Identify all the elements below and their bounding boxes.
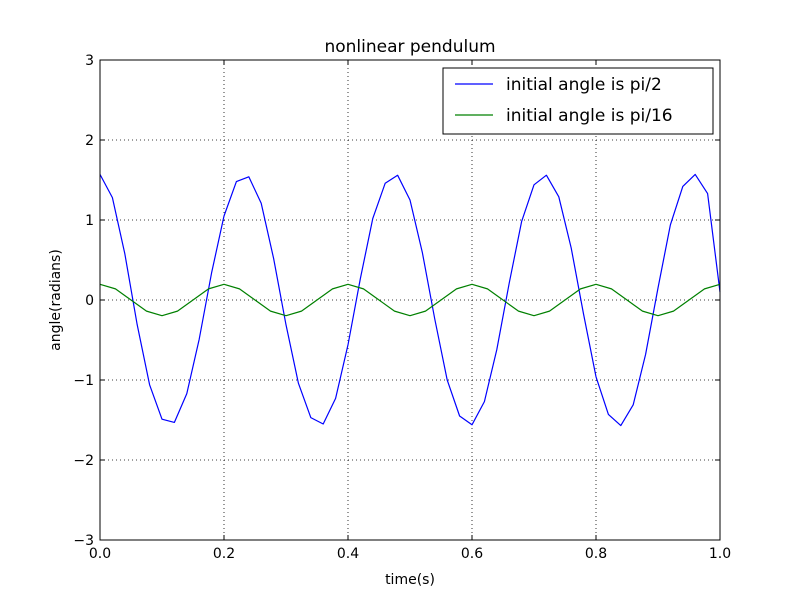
- x-axis-label: time(s): [385, 572, 435, 588]
- x-tick-label: 0.4: [337, 546, 359, 562]
- series-lines: [99, 173, 721, 427]
- y-tick-label: −1: [73, 373, 94, 389]
- x-tick-label: 0.8: [585, 546, 607, 562]
- x-tick-label: 0.0: [89, 546, 111, 562]
- x-tick-label: 0.2: [213, 546, 235, 562]
- y-tick-label: 3: [85, 53, 94, 69]
- y-axis-label: angle(radians): [48, 249, 64, 351]
- y-tick-label: 0: [85, 293, 94, 309]
- legend-box: [442, 67, 714, 135]
- y-tick-label: −3: [73, 533, 94, 549]
- ticks: 0.0 0.2 0.4 0.6 0.8 1.0 −3 −2 −1 0 1 2 3: [73, 53, 731, 562]
- legend-label-series-1: initial angle is pi/2: [506, 75, 662, 95]
- y-tick-label: −2: [73, 453, 94, 469]
- grid: [100, 60, 720, 540]
- legend-label-series-2: initial angle is pi/16: [506, 106, 673, 126]
- y-tick-label: 1: [85, 213, 94, 229]
- series-line-1: [99, 173, 721, 427]
- chart-title: nonlinear pendulum: [324, 37, 495, 57]
- x-tick-label: 0.6: [461, 546, 483, 562]
- y-tick-label: 2: [85, 133, 94, 149]
- x-tick-label: 1.0: [709, 546, 731, 562]
- series-line-2: [99, 283, 721, 317]
- legend: initial angle is pi/2 initial angle is p…: [442, 67, 714, 135]
